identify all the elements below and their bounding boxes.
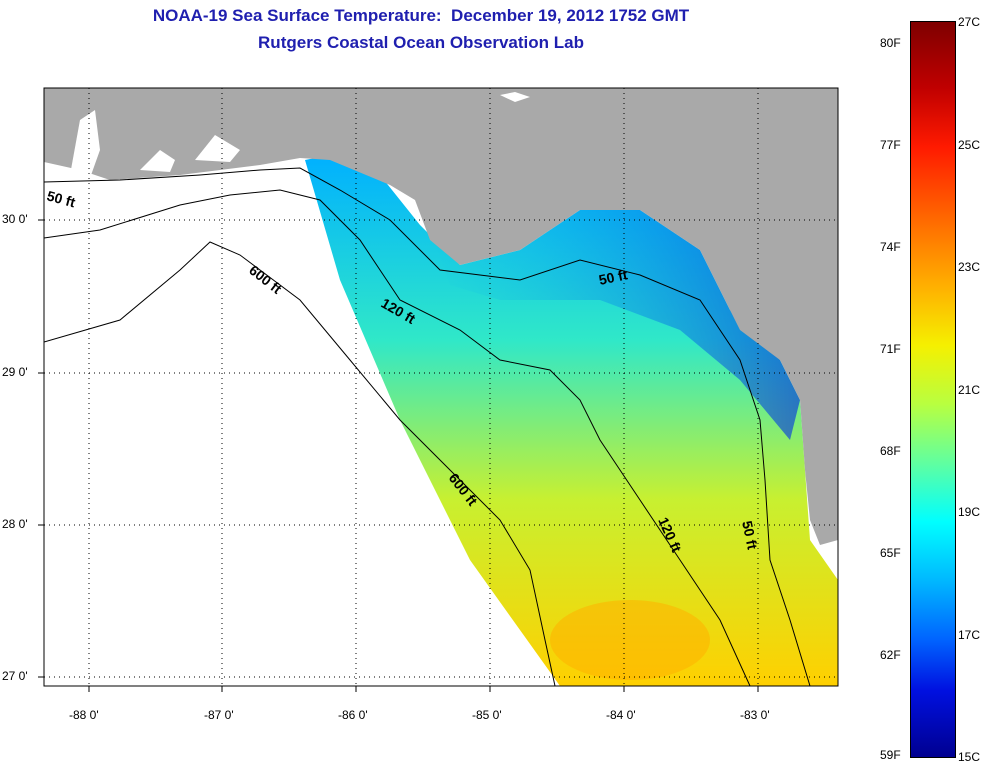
colorbar-label-f: 80F [880, 36, 901, 50]
y-tick-label: 29 0' [2, 365, 28, 379]
sst-warm-patch [550, 600, 710, 680]
temperature-colorbar [910, 21, 956, 758]
land-mass [44, 88, 838, 545]
x-tick-label: -86 0' [338, 708, 368, 722]
contour-120ft [44, 189, 751, 686]
colorbar-label-f: 59F [880, 748, 901, 762]
colorbar-label-c: 21C [958, 383, 981, 397]
colorbar-label-f: 71F [880, 342, 901, 356]
tick-marks [38, 219, 759, 692]
colorbar-label-f: 74F [880, 240, 901, 254]
colorbar-label-c: 17C [958, 628, 981, 642]
x-tick-label: -87 0' [204, 708, 234, 722]
contour-label: 50 ft [597, 266, 629, 288]
bay [140, 150, 175, 172]
y-tick-label: 27 0' [2, 669, 28, 683]
y-tick-label: 28 0' [2, 517, 28, 531]
colorbar-label-c: 27C [958, 15, 981, 29]
colorbar-label-f: 62F [880, 648, 901, 662]
x-tick-label: -83 0' [740, 708, 770, 722]
sst-coastal-cool [430, 210, 800, 440]
contour-label: 50 ft [739, 519, 761, 551]
map-border [43, 87, 839, 687]
colorbar-label-c: 25C [958, 138, 981, 152]
map-title: NOAA-19 Sea Surface Temperature: Decembe… [152, 6, 690, 25]
lake [500, 92, 530, 102]
bay [195, 135, 240, 162]
colorbar-label-c: 19C [958, 505, 981, 519]
x-tick-label: -88 0' [69, 708, 99, 722]
colorbar-label-f: 77F [880, 138, 901, 152]
contour-600ft [44, 241, 556, 686]
colorbar-label-f: 65F [880, 546, 901, 560]
contour-50ft [44, 167, 811, 686]
map-subtitle: Rutgers Coastal Ocean Observation Lab [258, 33, 584, 52]
x-tick-label: -85 0' [472, 708, 502, 722]
x-tick-label: -84 0' [606, 708, 636, 722]
contour-label: 50 ft [45, 187, 77, 210]
bay [70, 110, 100, 178]
colorbar-label-c: 23C [958, 260, 981, 274]
colorbar-label-f: 68F [880, 444, 901, 458]
colorbar-label-c: 15C [958, 750, 981, 764]
y-tick-label: 30 0' [2, 212, 28, 226]
